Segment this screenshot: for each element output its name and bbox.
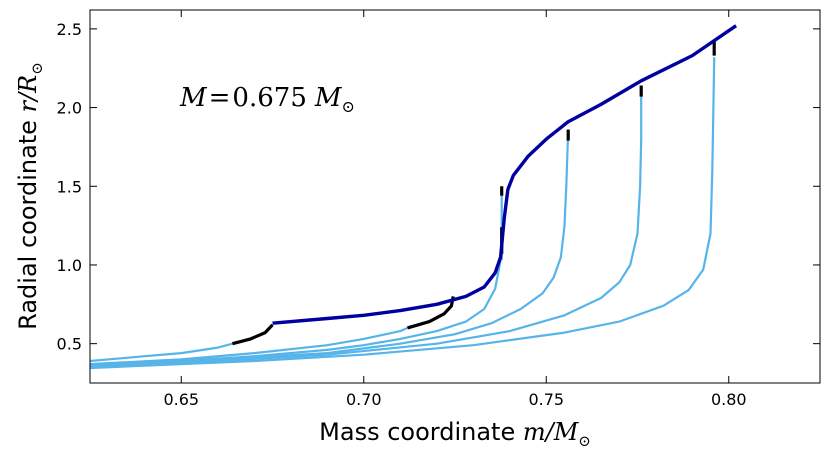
y-tick-label: 2.0 [57,99,82,118]
series-line-black-8 [407,296,455,330]
x-axis-title: Mass coordinate m/M⊙ [319,418,591,450]
annotation-sun-symbol: ⊙ [341,97,354,116]
annotation-unit: M [314,83,343,113]
y-axis-sun-symbol: ⊙ [28,62,46,75]
y-axis-title-text: Radial coordinate [14,112,42,329]
x-tick-label: 0.75 [528,390,564,409]
annotation-label: M=0.675 M⊙ [179,83,355,116]
series-line-light-4 [89,93,643,369]
series-line-light-1 [89,326,408,366]
y-tick-label: 1.5 [57,177,82,196]
annotation-symbol: M [179,83,208,113]
x-axis-title-text: Mass coordinate [319,418,523,446]
series-line-light-2 [89,259,502,367]
series-line-light-5 [89,57,716,370]
series-layer [89,24,738,370]
y-axis-title: Radial coordinate r/R⊙ [14,62,46,330]
x-tick-label: 0.65 [163,390,199,409]
series-line-dark-14 [272,24,738,325]
series-line-light-0 [89,342,233,363]
y-tick-label: 1.0 [57,256,82,275]
x-tick-label: 0.70 [346,390,382,409]
y-tick-label: 0.5 [57,335,82,354]
annotation-equals: = [209,83,231,113]
series-line-black-7 [231,323,274,346]
y-tick-label: 2.5 [57,20,82,39]
annotation-value: 0.675 [232,83,306,113]
tick-layer: 0.65 0.70 0.75 0.80 0.5 1.0 1.5 2.0 2.5 [57,10,820,409]
series-line-light-3 [89,129,570,368]
x-axis-sun-symbol: ⊙ [578,432,591,450]
x-axis-title-math: m/M [523,418,580,446]
x-tick-label: 0.80 [711,390,747,409]
y-axis-title-math: r/R [14,75,42,113]
plot-frame [89,9,821,384]
